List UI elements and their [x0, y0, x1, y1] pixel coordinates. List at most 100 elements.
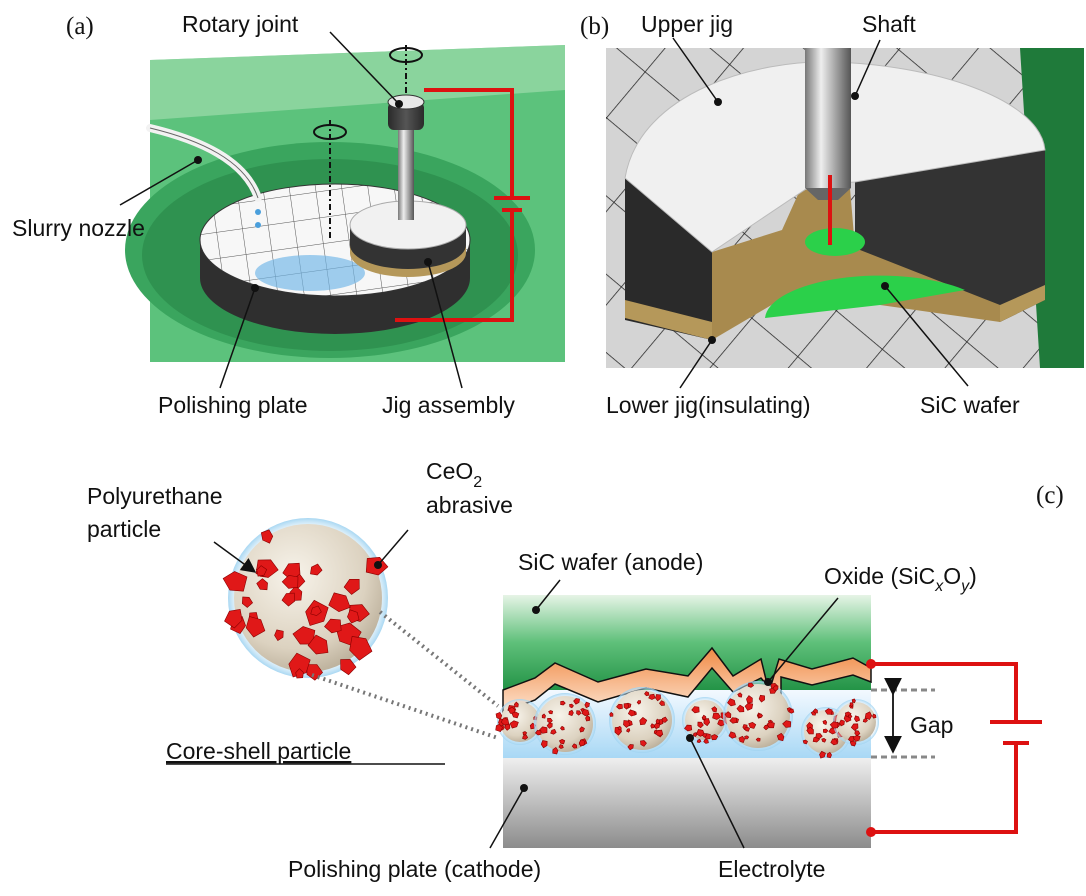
- abrasive-crystal: [534, 730, 542, 736]
- abrasive-crystal: [702, 714, 707, 720]
- core-shell-particle-small: [495, 699, 543, 745]
- abrasive-crystal: [830, 738, 838, 746]
- label-shaft: Shaft: [862, 11, 916, 37]
- abrasive-crystal: [822, 719, 828, 725]
- abrasive-crystal: [552, 746, 559, 755]
- abrasive-crystal: [724, 711, 732, 719]
- leader-slurry: [119, 159, 199, 206]
- abrasive-crystal: [826, 751, 832, 759]
- panel-b: (b) Upper jig Shaft Lower jig(insulating…: [580, 11, 1084, 418]
- label-polishing-plate: Polishing plate: [158, 392, 308, 418]
- abrasive-crystal: [623, 702, 630, 710]
- label-oxide-x: x: [934, 578, 944, 595]
- abrasive-crystal: [640, 740, 647, 747]
- abrasive-crystal: [748, 721, 757, 729]
- abrasive-crystal: [872, 713, 877, 719]
- label-slurry-nozzle: Slurry nozzle: [12, 215, 145, 241]
- abrasive-crystal: [819, 750, 826, 759]
- abrasive-crystal: [260, 529, 274, 544]
- abrasive-crystal: [849, 702, 854, 708]
- rotation-arrow-joint: [389, 47, 423, 63]
- slurry-drop-1: [255, 209, 261, 215]
- panel-a: (a) Rotary joint Slurry nozzle Polishing…: [12, 11, 565, 418]
- abrasive-crystal: [653, 722, 661, 730]
- leader-dot-cathode: [520, 784, 528, 792]
- abrasive-crystal: [636, 700, 641, 705]
- abrasive-crystal: [578, 739, 586, 747]
- abrasive-crystal: [256, 578, 268, 591]
- leader-lower-jig: [679, 339, 713, 389]
- abrasive-crystal: [568, 709, 574, 716]
- abrasive-crystal: [626, 728, 631, 733]
- abrasive-crystal: [222, 571, 248, 592]
- terminal-top: [866, 659, 876, 669]
- abrasive-crystal: [541, 713, 546, 719]
- abrasive-crystal: [617, 725, 622, 731]
- label-electrolyte: Electrolyte: [718, 856, 825, 882]
- jig-assembly-gold: [350, 245, 466, 277]
- particle-core: [836, 702, 876, 742]
- abrasive-crystal: [852, 734, 861, 742]
- abrasive-crystal: [245, 616, 266, 638]
- abrasive-crystal: [224, 608, 243, 629]
- abrasive-crystal: [241, 596, 253, 608]
- label-particle: particle: [87, 516, 161, 542]
- abrasive-crystal: [758, 694, 765, 703]
- leader-dot-rotary: [395, 100, 403, 108]
- abrasive-crystal: [274, 629, 284, 642]
- abrasive-crystal: [616, 703, 623, 710]
- abrasive-crystal: [736, 704, 745, 713]
- abrasive-crystal: [522, 731, 528, 736]
- abrasive-crystal: [650, 723, 655, 729]
- abrasive-crystal: [281, 592, 296, 607]
- leader-electrolyte: [689, 737, 745, 849]
- abrasive-crystal: [655, 694, 661, 702]
- abrasive-crystal: [540, 740, 548, 749]
- abrasive-crystal: [288, 652, 311, 678]
- abrasive-crystal: [648, 693, 656, 700]
- leader-polyurethane: [213, 541, 257, 573]
- leader-plate: [219, 287, 256, 389]
- abrasive-crystal: [772, 685, 779, 692]
- abrasive-crystal: [744, 726, 750, 732]
- abrasive-crystal: [654, 729, 664, 737]
- abrasive-crystal: [579, 726, 585, 733]
- abrasive-crystal: [737, 692, 743, 698]
- panel-tag-c: (c): [1036, 482, 1064, 509]
- abrasive-crystal: [710, 734, 719, 741]
- abrasive-crystal: [546, 722, 553, 729]
- leader-ceo2: [377, 529, 409, 566]
- abrasive-crystal: [560, 725, 565, 731]
- leader-dot-ceo2: [374, 561, 382, 569]
- abrasive-crystal: [559, 738, 566, 745]
- label-lower-jig: Lower jig(insulating): [606, 392, 811, 418]
- label-abrasive: abrasive: [426, 492, 513, 518]
- label-sic-wafer: SiC wafer: [920, 392, 1020, 418]
- abrasive-crystal: [802, 739, 808, 745]
- label-ceo2-main: CeO: [426, 458, 473, 484]
- leader-oxide: [767, 597, 839, 683]
- abrasive-crystal: [310, 605, 322, 616]
- shaft-b: [805, 48, 851, 188]
- abrasive-crystal: [744, 702, 754, 711]
- panel-tag-a: (a): [66, 13, 94, 40]
- machine-base-highlight: [150, 45, 565, 120]
- leader-dot-oxide: [764, 678, 772, 686]
- abrasive-crystal: [847, 714, 853, 719]
- abrasive-crystal: [839, 719, 845, 727]
- abrasive-crystal: [717, 719, 726, 727]
- abrasive-crystal: [307, 634, 329, 655]
- sic-wafer-b: [765, 275, 965, 318]
- abrasive-crystal: [747, 682, 755, 688]
- abrasive-crystal: [776, 732, 785, 742]
- label-gap: Gap: [910, 712, 953, 738]
- abrasive-crystal: [854, 715, 861, 723]
- abrasive-crystal: [782, 720, 792, 728]
- abrasive-crystal: [738, 735, 745, 743]
- abrasive-crystal: [697, 721, 704, 729]
- abrasive-crystal: [755, 737, 761, 742]
- abrasive-crystal: [712, 712, 722, 720]
- core-shell-particle-small: [723, 681, 795, 751]
- circuit-wire-c: [871, 662, 1018, 834]
- label-jig-assembly: Jig assembly: [382, 392, 515, 418]
